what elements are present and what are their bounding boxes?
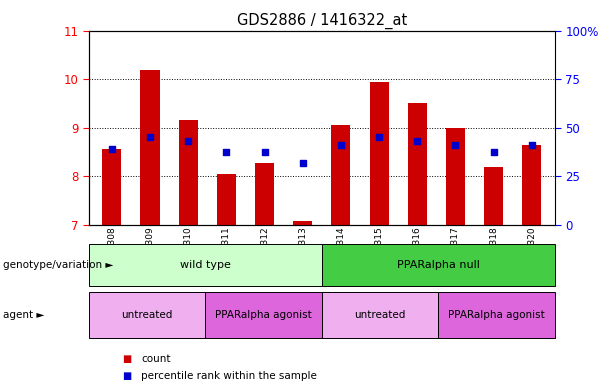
Bar — [178, 121, 198, 225]
Text: untreated: untreated — [354, 310, 406, 320]
Text: ■: ■ — [123, 371, 132, 381]
Point — [413, 138, 422, 144]
Bar — [293, 221, 312, 225]
Bar — [370, 82, 389, 225]
Point — [527, 142, 537, 148]
Text: genotype/variation ►: genotype/variation ► — [3, 260, 113, 270]
Point — [451, 142, 460, 148]
Title: GDS2886 / 1416322_at: GDS2886 / 1416322_at — [237, 13, 407, 29]
Point — [183, 138, 193, 144]
Point — [107, 146, 116, 152]
Bar — [332, 125, 351, 225]
Bar — [255, 163, 274, 225]
Text: wild type: wild type — [180, 260, 230, 270]
Point — [260, 149, 270, 155]
Point — [221, 149, 231, 155]
Text: PPARalpha null: PPARalpha null — [397, 260, 480, 270]
Text: percentile rank within the sample: percentile rank within the sample — [141, 371, 317, 381]
Point — [336, 142, 346, 148]
Bar — [522, 145, 541, 225]
Bar — [102, 149, 121, 225]
Text: untreated: untreated — [121, 310, 173, 320]
Point — [298, 160, 308, 166]
Point — [489, 149, 498, 155]
Bar — [140, 70, 159, 225]
Bar — [408, 103, 427, 225]
Point — [145, 134, 155, 141]
Bar — [217, 174, 236, 225]
Text: count: count — [141, 354, 170, 364]
Text: PPARalpha agonist: PPARalpha agonist — [215, 310, 312, 320]
Text: ■: ■ — [123, 354, 132, 364]
Bar — [446, 128, 465, 225]
Text: PPARalpha agonist: PPARalpha agonist — [448, 310, 545, 320]
Point — [374, 134, 384, 141]
Bar — [484, 167, 503, 225]
Text: agent ►: agent ► — [3, 310, 44, 320]
